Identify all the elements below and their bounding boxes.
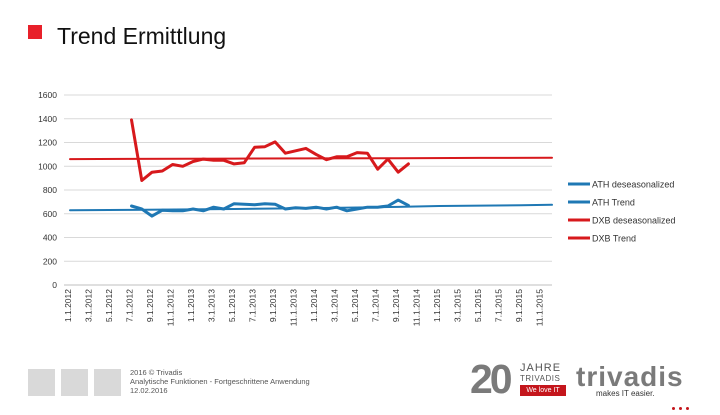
legend-label: ATH deseasonalized: [592, 180, 674, 190]
jubilee-logo: 20 JAHRE TRIVADIS We love IT: [470, 356, 570, 402]
series-line-dxb-trend: [69, 156, 553, 161]
x-tick-label: 7.1.2012: [125, 289, 135, 322]
chart-legend: ATH deseasonalized ATH Trend DXB deseasona…: [568, 180, 676, 244]
y-tick-label: 200: [43, 256, 57, 266]
y-axis: 0 200 400 600 800 1000 1200 1400 1600: [38, 90, 57, 290]
y-tick-label: 0: [52, 280, 57, 290]
x-tick-label: 7.1.2014: [371, 289, 381, 322]
series-line-dxb-deseasonalized: [130, 118, 410, 182]
jubilee-brand: TRIVADIS: [520, 374, 561, 383]
y-tick-label: 1400: [38, 114, 57, 124]
y-tick-label: 800: [43, 185, 57, 195]
jubilee-number: 20: [470, 356, 513, 402]
footer-date: 12.02.2016: [130, 386, 168, 395]
x-tick-label: 5.1.2013: [227, 289, 237, 322]
x-tick-label: 5.1.2012: [104, 289, 114, 322]
x-tick-label: 11.1.2013: [289, 289, 299, 326]
x-tick-label: 3.1.2012: [83, 289, 93, 322]
footer-text: 2016 © Trivadis Analytische Funktionen -…: [130, 368, 310, 395]
y-tick-label: 1000: [38, 161, 57, 171]
chart-gridlines: [64, 94, 552, 286]
footer-square-1: [28, 369, 55, 396]
line-chart: 0 200 400 600 800 1000 1200 1400 1600 1.1.2012 3.…: [38, 90, 676, 326]
x-tick-label: 1.1.2015: [432, 289, 442, 322]
x-tick-label: 1.1.2012: [63, 289, 73, 322]
jubilee-word: JAHRE: [520, 362, 562, 374]
x-tick-label: 3.1.2013: [207, 289, 217, 322]
x-tick-label: 3.1.2014: [330, 289, 340, 322]
x-tick-label: 9.1.2012: [145, 289, 155, 322]
y-tick-label: 1200: [38, 138, 57, 148]
x-tick-label: 9.1.2015: [514, 289, 524, 322]
legend-label: ATH Trend: [592, 198, 635, 208]
x-tick-label: 7.1.2013: [248, 289, 258, 322]
chart-series: [69, 118, 553, 218]
jubilee-slogan: We love IT: [520, 385, 566, 396]
x-tick-label: 11.1.2012: [166, 289, 176, 326]
x-tick-label: 7.1.2015: [494, 289, 504, 322]
x-tick-label: 1.1.2013: [186, 289, 196, 322]
x-axis: 1.1.2012 3.1.2012 5.1.2012 7.1.2012 9.1.2012…: [63, 284, 552, 326]
legend-label: DXB Trend: [592, 234, 636, 244]
x-tick-label: 5.1.2015: [473, 289, 483, 322]
footer-copyright: 2016 © Trivadis: [130, 368, 183, 377]
x-tick-label: 9.1.2013: [268, 289, 278, 322]
y-tick-label: 400: [43, 233, 57, 243]
x-tick-label: 9.1.2014: [391, 289, 401, 322]
x-tick-label: 3.1.2015: [453, 289, 463, 322]
page-title: Trend Ermittlung: [57, 23, 227, 49]
x-tick-label: 5.1.2014: [350, 289, 360, 322]
x-tick-label: 11.1.2014: [412, 289, 422, 326]
footer-subtitle: Analytische Funktionen - Fortgeschritten…: [130, 377, 310, 386]
title-marker: [28, 25, 42, 39]
legend-label: DXB deseasonalized: [592, 216, 676, 226]
brand-dots: [672, 397, 696, 410]
brand-tagline: makes IT easier.: [596, 389, 655, 398]
x-tick-label: 1.1.2014: [309, 289, 319, 322]
series-line-ath-trend: [69, 203, 553, 212]
brand-name: trivadis: [576, 361, 684, 392]
brand-logo: trivadis makes IT easier.: [576, 361, 696, 410]
y-tick-label: 1600: [38, 90, 57, 100]
x-tick-label: 11.1.2015: [535, 289, 545, 326]
footer-square-3: [94, 369, 121, 396]
footer-square-2: [61, 369, 88, 396]
y-tick-label: 600: [43, 209, 57, 219]
